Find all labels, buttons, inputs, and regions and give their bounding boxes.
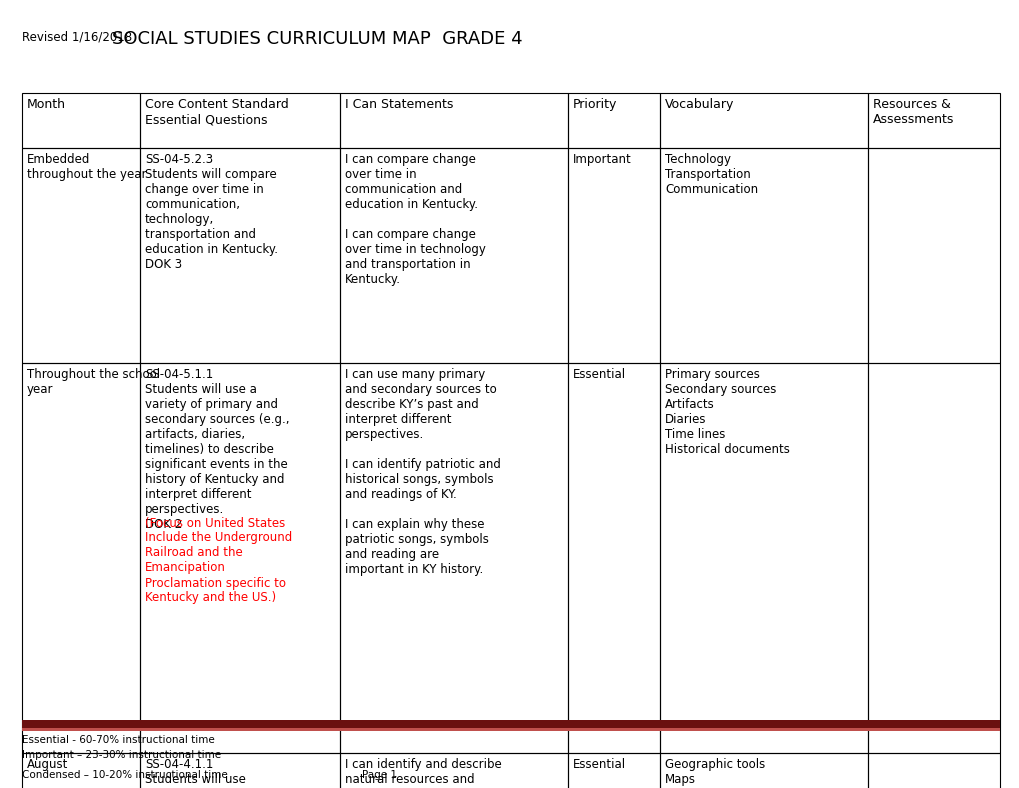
Text: Core Content Standard
Essential Questions: Core Content Standard Essential Question… [145,98,288,126]
Bar [568,753,659,788]
Text: Important: Important [573,153,631,166]
Bar [339,93,568,148]
Text: I can identify and describe
natural resources and: I can identify and describe natural reso… [344,758,501,786]
Bar [22,363,140,753]
Text: Embedded
throughout the year: Embedded throughout the year [26,153,147,181]
Text: Essential - 60-70% instructional time: Essential - 60-70% instructional time [22,735,215,745]
Bar [568,148,659,363]
Text: Throughout the school
year: Throughout the school year [26,368,160,396]
Bar [339,148,568,363]
Text: Vocabulary: Vocabulary [664,98,734,111]
Text: (Focus on United States
Include the Underground
Railroad and the
Emancipation
Pr: (Focus on United States Include the Unde… [145,516,292,604]
Text: Page 1: Page 1 [362,770,396,780]
Bar [867,93,999,148]
Bar [568,93,659,148]
Text: Essential: Essential [573,368,626,381]
Bar [568,363,659,753]
Text: Primary sources
Secondary sources
Artifacts
Diaries
Time lines
Historical docume: Primary sources Secondary sources Artifa… [664,368,789,456]
Text: SS-04-5.2.3
Students will compare
change over time in
communication,
technology,: SS-04-5.2.3 Students will compare change… [145,153,278,271]
Bar [22,93,140,148]
Text: SS-04-5.1.1
Students will use a
variety of primary and
secondary sources (e.g.,
: SS-04-5.1.1 Students will use a variety … [145,368,289,546]
Text: SOCIAL STUDIES CURRICULUM MAP  GRADE 4: SOCIAL STUDIES CURRICULUM MAP GRADE 4 [112,30,522,48]
Text: Condensed – 10-20% instructional time: Condensed – 10-20% instructional time [22,770,227,780]
Bar [22,720,999,728]
Text: Revised 1/16/2018: Revised 1/16/2018 [22,30,132,43]
Bar [22,753,140,788]
Bar [867,753,999,788]
Bar [22,728,999,731]
Text: I Can Statements: I Can Statements [344,98,452,111]
Bar [659,753,867,788]
Text: Important – 23-30% instructional time: Important – 23-30% instructional time [22,750,221,760]
Bar [22,148,140,363]
Bar [659,93,867,148]
Text: Month: Month [26,98,66,111]
Bar [659,148,867,363]
Text: Geographic tools
Maps: Geographic tools Maps [664,758,764,786]
Text: Resources &
Assessments: Resources & Assessments [872,98,954,126]
Bar [867,363,999,753]
Text: SS-04-4.1.1
Students will use: SS-04-4.1.1 Students will use [145,758,246,786]
Text: Essential: Essential [573,758,626,771]
Text: August: August [26,758,68,771]
Bar [140,363,339,753]
Bar [140,753,339,788]
Text: I can compare change
over time in
communication and
education in Kentucky.

I ca: I can compare change over time in commun… [344,153,485,286]
Text: I can use many primary
and secondary sources to
describe KY’s past and
interpret: I can use many primary and secondary sou… [344,368,500,576]
Bar [339,753,568,788]
Bar [339,363,568,753]
Text: Priority: Priority [573,98,616,111]
Bar [867,148,999,363]
Bar [140,148,339,363]
Bar [659,363,867,753]
Bar [140,93,339,148]
Text: Technology
Transportation
Communication: Technology Transportation Communication [664,153,757,196]
